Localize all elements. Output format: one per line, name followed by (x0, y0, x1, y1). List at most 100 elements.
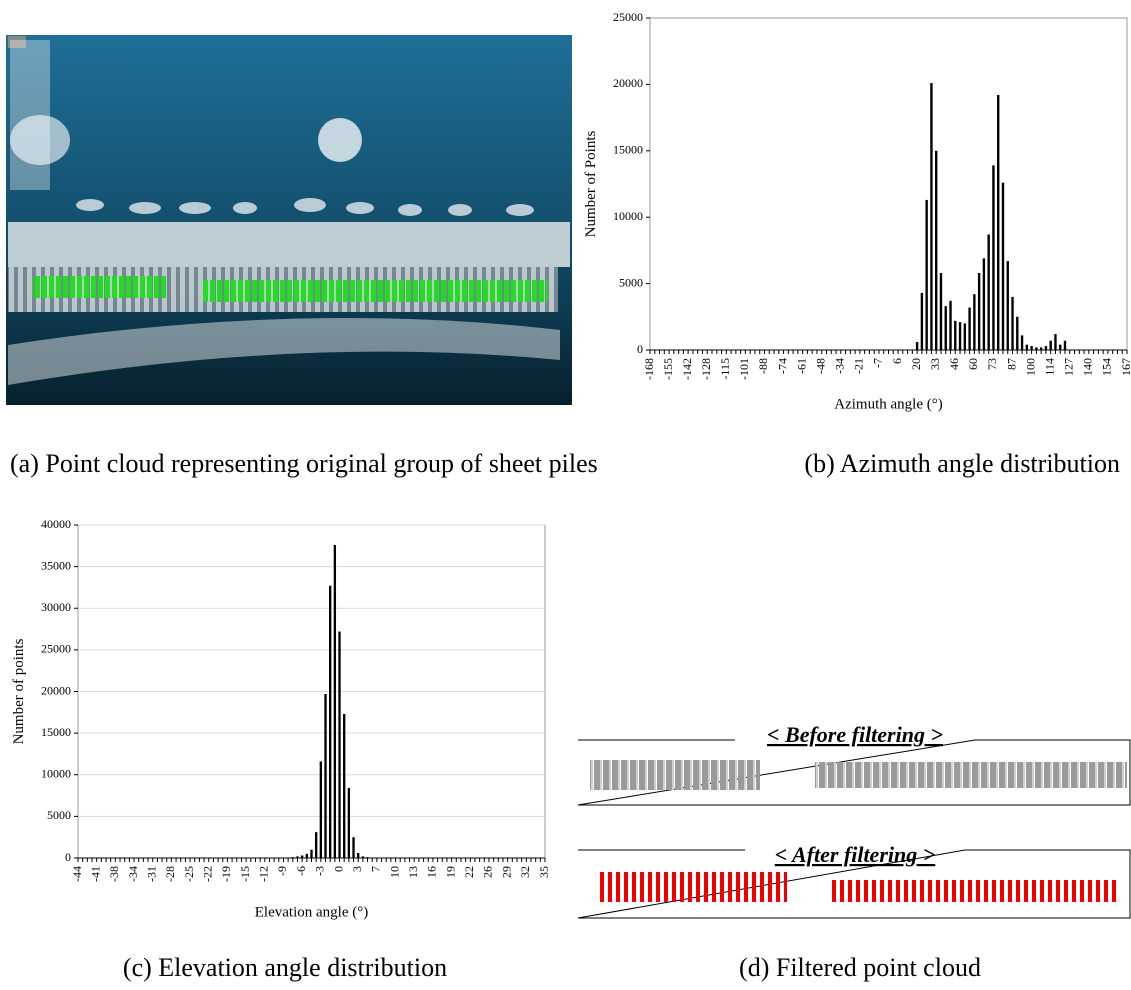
bar (1002, 183, 1004, 350)
bar (916, 342, 918, 350)
bar (338, 632, 340, 858)
bar (1035, 347, 1037, 350)
x-tick-label: -61 (794, 358, 808, 374)
x-tick-label: -12 (257, 866, 271, 882)
y-tick-label: 0 (65, 850, 71, 864)
bar (949, 301, 951, 350)
before-label: < Before filtering > (767, 722, 943, 747)
y-axis-label: Number of points (11, 638, 27, 744)
x-tick-label: -6 (294, 866, 308, 876)
bar (1007, 261, 1009, 350)
bar (362, 856, 364, 858)
y-tick-label: 30000 (41, 600, 71, 614)
bar (1045, 346, 1047, 350)
x-tick-label: -44 (70, 866, 84, 882)
x-tick-label: -41 (88, 866, 102, 882)
y-tick-label: 10000 (613, 209, 643, 223)
x-tick-label: 87 (1004, 358, 1018, 370)
x-tick-label: 33 (928, 358, 942, 370)
bar (1026, 345, 1028, 350)
x-tick-label: 29 (499, 866, 513, 878)
bar (935, 151, 937, 350)
bar (973, 294, 975, 350)
bar (348, 788, 350, 858)
x-tick-label: 167 (1119, 358, 1131, 376)
bar (925, 200, 927, 350)
x-tick-label: -7 (871, 358, 885, 368)
x-tick-label: 46 (947, 358, 961, 370)
x-axis-label: Elevation angle (°) (255, 904, 368, 920)
x-tick-label: 73 (985, 358, 999, 370)
bar (978, 273, 980, 350)
x-tick-label: 26 (481, 866, 495, 878)
x-axis-label: Azimuth angle (°) (834, 396, 942, 412)
bar (1021, 335, 1023, 350)
bar (954, 321, 956, 350)
bar (1059, 345, 1061, 350)
x-tick-label: -9 (275, 866, 289, 876)
bar (1049, 341, 1051, 350)
x-tick-label: 32 (518, 866, 532, 878)
figure: < Before filtering > < After filtering >… (0, 0, 1131, 990)
x-tick-label: 6 (890, 358, 904, 364)
x-tick-label: -19 (219, 866, 233, 882)
x-tick-label: -74 (775, 358, 789, 374)
x-tick-label: 0 (331, 866, 345, 872)
x-tick-label: -21 (852, 358, 866, 374)
y-tick-label: 25000 (613, 10, 643, 24)
x-tick-label: -155 (661, 358, 675, 380)
bar (930, 83, 932, 350)
caption: (a) Point cloud representing original gr… (10, 449, 598, 478)
x-tick-label: -88 (756, 358, 770, 374)
caption: (d) Filtered point cloud (739, 953, 981, 982)
y-tick-label: 10000 (41, 767, 71, 781)
x-tick-label: 60 (966, 358, 980, 370)
bar (968, 308, 970, 350)
y-tick-label: 40000 (41, 517, 71, 531)
x-tick-label: -168 (642, 358, 656, 380)
bar (366, 857, 368, 858)
x-tick-label: 154 (1100, 358, 1114, 376)
bar (921, 293, 923, 350)
x-tick-label: 140 (1081, 358, 1095, 376)
y-tick-label: 0 (637, 342, 643, 356)
bar (987, 234, 989, 350)
y-tick-label: 20000 (613, 76, 643, 90)
x-tick-label: 22 (462, 866, 476, 878)
y-tick-label: 20000 (41, 683, 71, 697)
x-tick-label: -31 (144, 866, 158, 882)
bar (352, 837, 354, 858)
bar (983, 258, 985, 350)
after-label: < After filtering > (775, 842, 936, 867)
bar (343, 714, 345, 858)
x-tick-label: 3 (350, 866, 364, 872)
bar (945, 306, 947, 350)
x-tick-label: 13 (406, 866, 420, 878)
bar (301, 856, 303, 858)
x-tick-label: 19 (443, 866, 457, 878)
bar (959, 322, 961, 350)
x-tick-label: -3 (313, 866, 327, 876)
x-tick-label: -22 (201, 866, 215, 882)
bar (315, 832, 317, 858)
bar (306, 854, 308, 858)
x-tick-label: -25 (182, 866, 196, 882)
bar (1040, 347, 1042, 350)
y-tick-label: 35000 (41, 558, 71, 572)
x-tick-label: -15 (238, 866, 252, 882)
y-tick-label: 15000 (613, 143, 643, 157)
bar (997, 95, 999, 350)
x-tick-label: -28 (163, 866, 177, 882)
x-tick-label: -128 (699, 358, 713, 380)
bar (292, 857, 294, 858)
x-tick-label: 20 (909, 358, 923, 370)
x-tick-label: 114 (1042, 358, 1056, 376)
x-tick-label: -142 (680, 358, 694, 380)
bar (940, 273, 942, 350)
bar (320, 761, 322, 858)
x-tick-label: -101 (737, 358, 751, 380)
x-tick-label: 16 (425, 866, 439, 878)
x-tick-label: 7 (369, 866, 383, 872)
bar (296, 856, 298, 858)
filtered-panel: < Before filtering > < After filtering > (578, 722, 1130, 918)
